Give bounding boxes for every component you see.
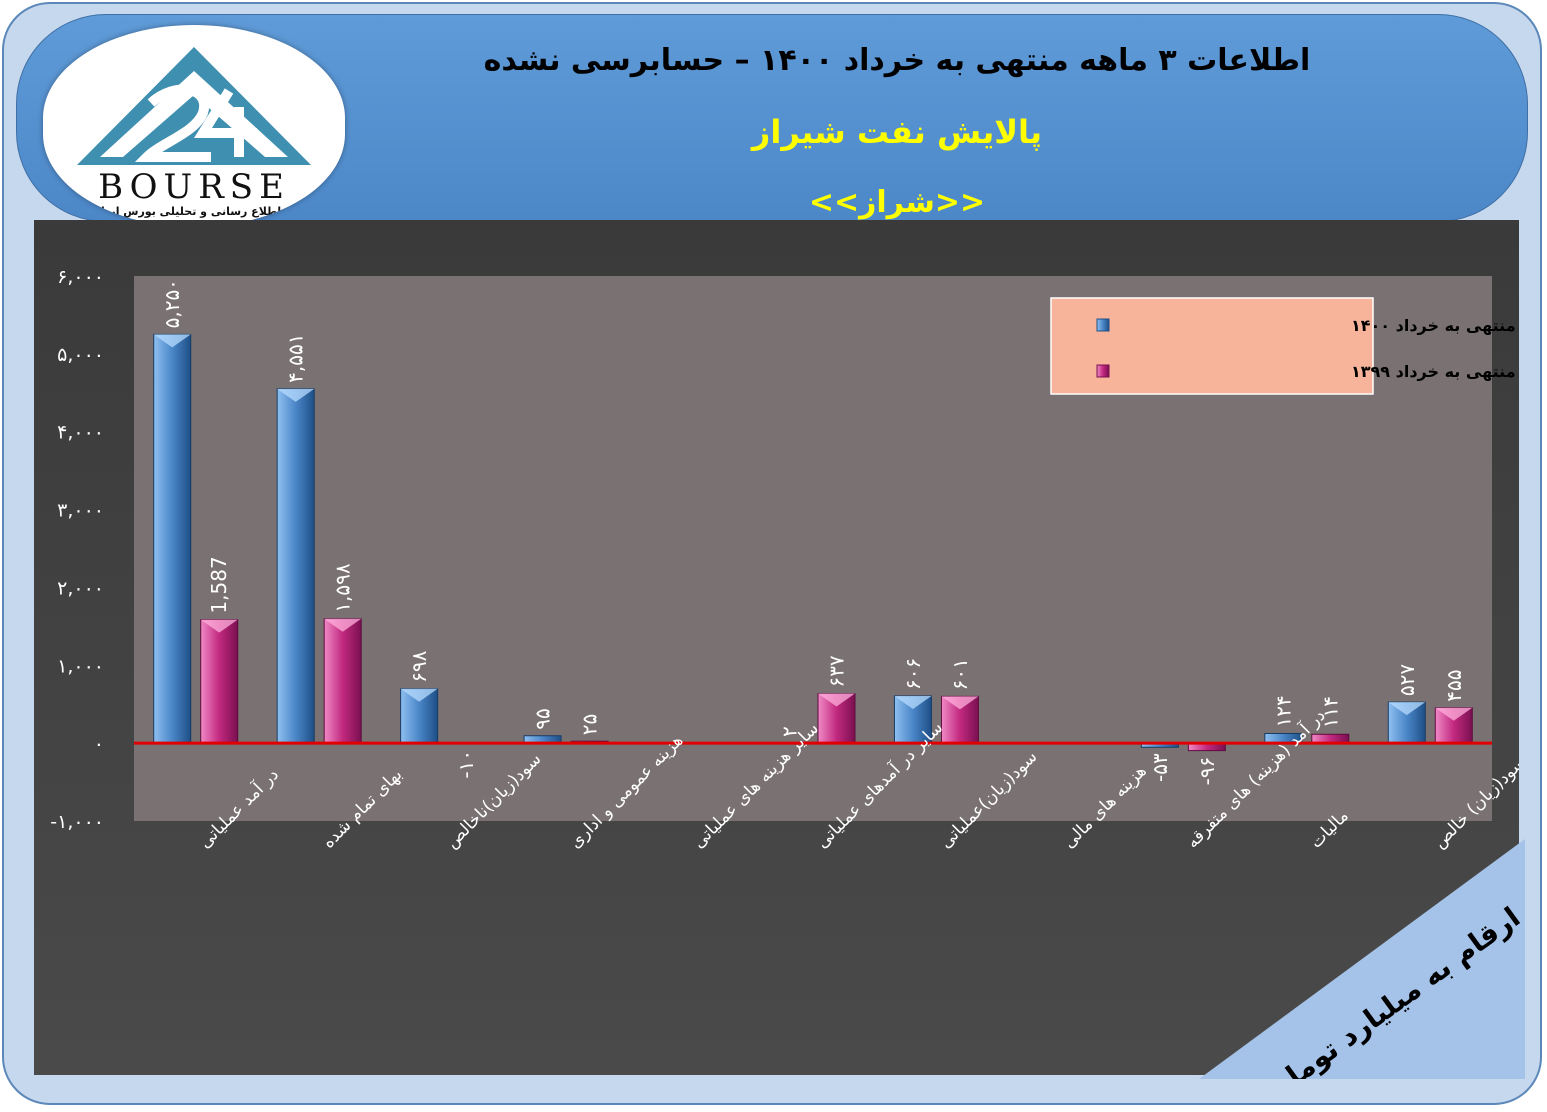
bar-data-label: ۴,۵۵۱ <box>284 333 308 382</box>
bar-data-label: ۲ <box>778 726 802 737</box>
bourse-logo: BOURSE پایگاه اطلاع رسانی و تحلیلی بورس … <box>43 25 345 227</box>
units-banner-shape <box>1199 839 1525 1079</box>
bar-1399 <box>323 618 362 744</box>
y-tick-label: -۱,۰۰۰ <box>50 811 104 833</box>
bar-data-label: ۱۲۴ <box>1271 695 1295 727</box>
bar-data-label: ۵,۲۵۰ <box>160 279 184 328</box>
bar-data-label: ۵۲۷ <box>1395 664 1419 696</box>
y-tick-label: ۵,۰۰۰ <box>57 344 104 366</box>
page-title: اطلاعات ۳ ماهه منتهی به خرداد ۱۴۰۰ – حسا… <box>483 43 1311 78</box>
bar-body <box>153 333 192 744</box>
bar-data-label: ۱,۵۹۸ <box>331 563 355 613</box>
bar-data-label: ۶۹۸ <box>407 650 431 682</box>
bar-1399 <box>940 695 979 744</box>
bar-bevel <box>153 334 191 348</box>
bar-data-label: -۱۰ <box>454 750 478 779</box>
bar-1400 <box>400 688 439 744</box>
bar-1399 <box>817 693 856 744</box>
bar-bevel <box>1388 702 1426 716</box>
bar-1400 <box>1387 701 1426 744</box>
bar-1399 <box>1434 707 1473 744</box>
legend-swatch-1400 <box>1096 318 1110 332</box>
logo-wordmark: BOURSE <box>98 167 290 207</box>
bar-data-label: ۴۵۵ <box>1442 669 1466 701</box>
legend-swatch-1399 <box>1096 364 1110 378</box>
chart-panel: -۱,۰۰۰ ۰ ۱,۰۰۰ ۲,۰۰۰ ۳,۰۰۰ ۴,۰۰۰ ۵,۰۰۰ ۶,۰۰۰ ۵,… <box>34 220 1519 1075</box>
bar-chart: -۱,۰۰۰ ۰ ۱,۰۰۰ ۲,۰۰۰ ۳,۰۰۰ ۴,۰۰۰ ۵,۰۰۰ ۶,۰۰۰ ۵,… <box>50 266 1519 853</box>
bar-body <box>323 618 362 744</box>
bar-data-label: ۶۰۶ <box>901 658 925 690</box>
logo-subtitle: پایگاه اطلاع رسانی و تحلیلی بورس ایران <box>91 205 315 218</box>
bar-data-label: ۶۳۷ <box>825 655 849 687</box>
bar-data-label: -۵۳ <box>1148 753 1172 782</box>
bar-1400 <box>153 333 192 744</box>
y-tick-label: ۶,۰۰۰ <box>57 266 104 288</box>
y-tick-label: ۴,۰۰۰ <box>57 422 104 444</box>
bar-data-label: ۹۵ <box>531 708 555 729</box>
bar-bevel <box>894 695 932 709</box>
bar-1399 <box>200 619 239 744</box>
bar-bevel <box>277 388 315 402</box>
bar-1400 <box>276 388 315 744</box>
legend-box <box>1050 297 1374 395</box>
bar-bevel <box>941 696 979 710</box>
bar-data-label: -۹۶ <box>1195 757 1219 786</box>
units-banner: ارقام به میلیارد تومان <box>1199 839 1525 1079</box>
bourse-logo-icon <box>77 47 311 165</box>
bar-bevel <box>400 688 438 702</box>
bar-body <box>276 388 315 744</box>
y-tick-label: ۲,۰۰۰ <box>57 577 104 599</box>
bar-data-label: ۱۱۴ <box>1318 696 1342 728</box>
bar-bevel <box>324 618 362 632</box>
y-tick-label: ۱,۰۰۰ <box>57 655 104 677</box>
company-name: پالایش نفت شیراز <box>751 113 1043 151</box>
header-banner: BOURSE پایگاه اطلاع رسانی و تحلیلی بورس … <box>16 14 1528 227</box>
y-tick-label: ۳,۰۰۰ <box>57 500 104 522</box>
y-tick-label: ۰ <box>94 733 104 755</box>
ticker-symbol: <<شراز>> <box>808 185 986 220</box>
bar-data-label: 1,587 <box>207 556 231 613</box>
bar-bevel <box>1435 707 1473 721</box>
bar-bevel <box>818 693 855 707</box>
bar-data-label: ۲۵ <box>578 714 602 735</box>
bar-bevel <box>200 619 238 633</box>
bar-data-label: ۶۰۱ <box>948 658 972 690</box>
bar-body <box>200 619 239 744</box>
